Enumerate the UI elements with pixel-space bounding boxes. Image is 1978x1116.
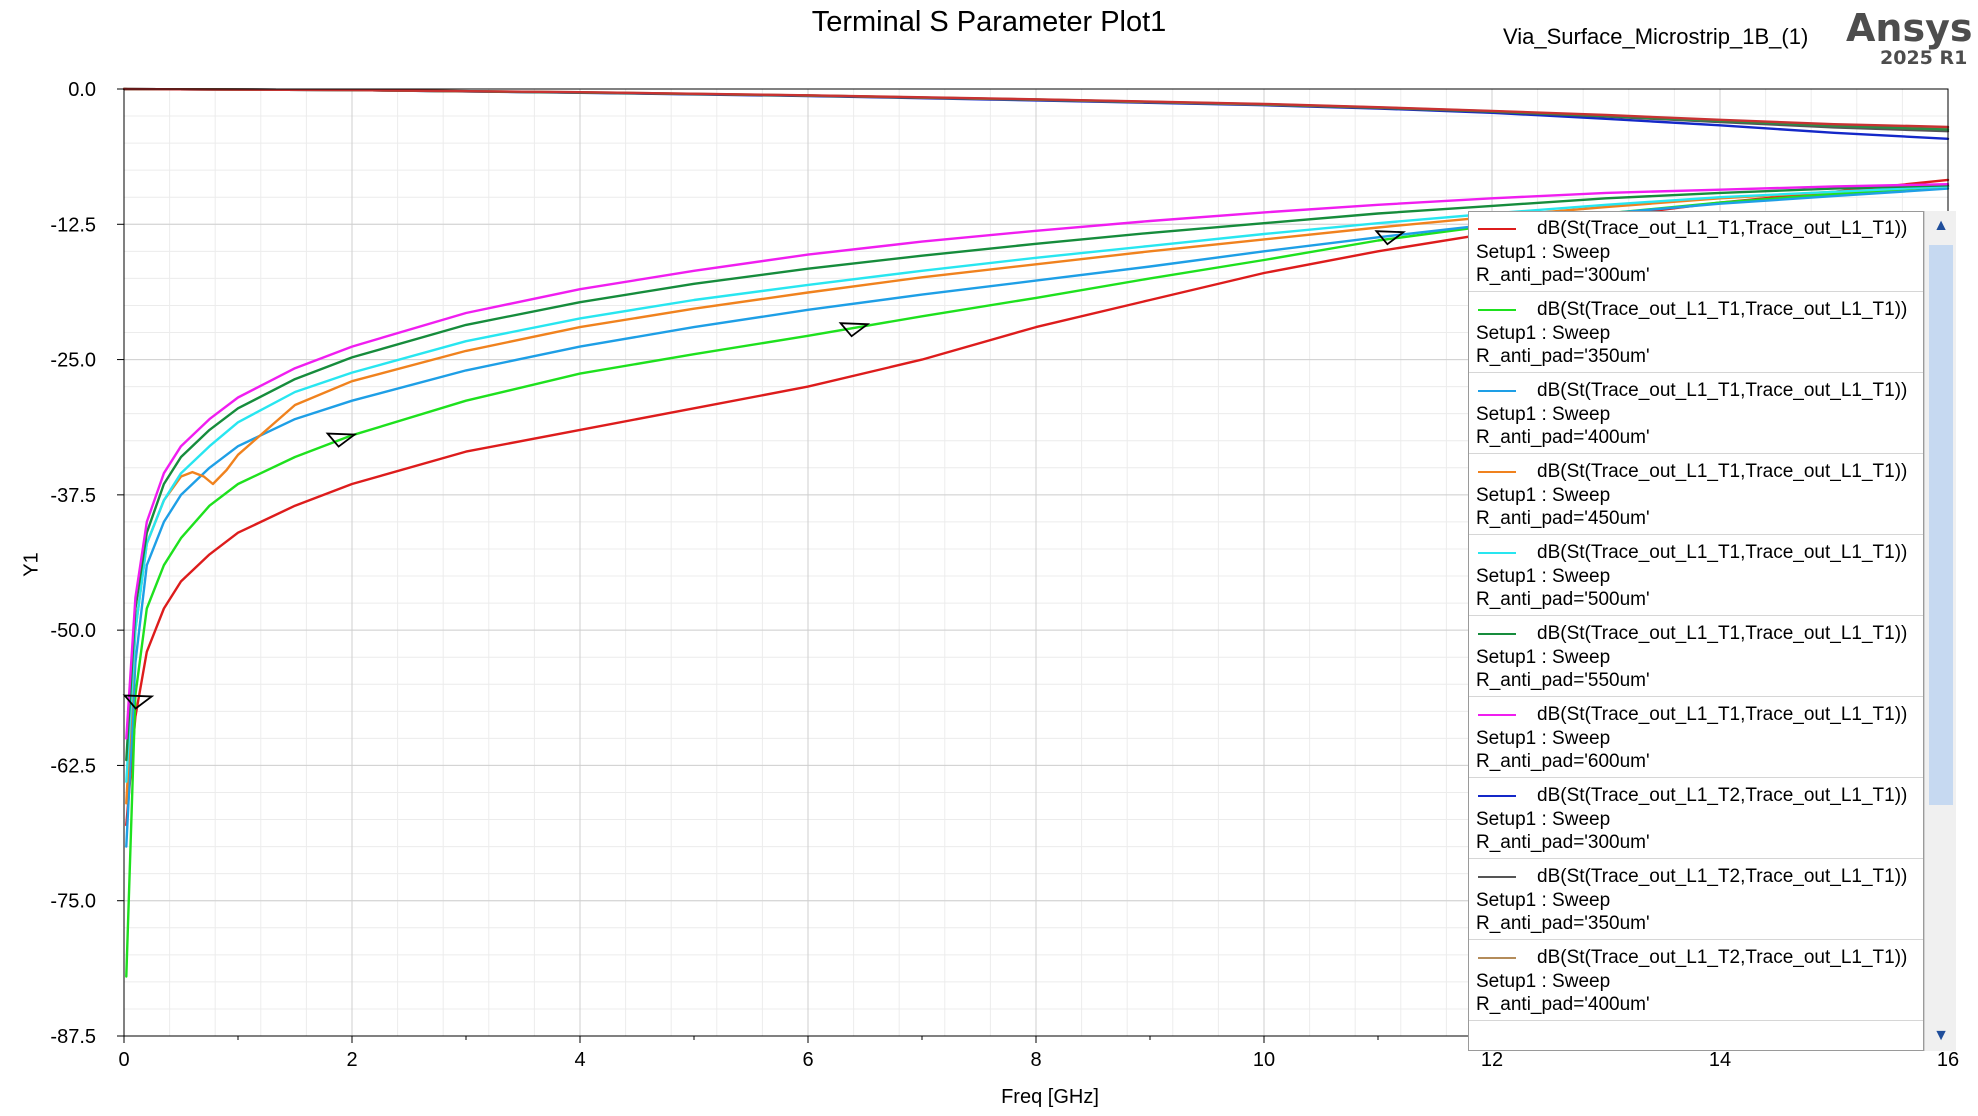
legend-swatch — [1478, 714, 1516, 716]
legend-expression: dB(St(Trace_out_L1_T1,Trace_out_L1_T1)) — [1537, 461, 1908, 482]
legend-expression: dB(St(Trace_out_L1_T2,Trace_out_L1_T1)) — [1537, 866, 1908, 887]
x-tick-label: 10 — [1253, 1049, 1275, 1071]
x-tick-label: 14 — [1709, 1049, 1731, 1071]
legend-entry[interactable]: dB(St(Trace_out_L1_T1,Trace_out_L1_T1)) S… — [1469, 374, 1923, 454]
legend-param: R_anti_pad='300um' — [1476, 265, 1650, 286]
y-tick-label: -87.5 — [50, 1026, 96, 1048]
legend-expression: dB(St(Trace_out_L1_T1,Trace_out_L1_T1)) — [1537, 704, 1908, 725]
x-tick-label: 12 — [1481, 1049, 1503, 1071]
scroll-thumb[interactable] — [1929, 245, 1953, 805]
legend-swatch — [1478, 309, 1516, 311]
legend-setup: Setup1 : Sweep — [1476, 728, 1611, 749]
x-tick-label: 8 — [1030, 1049, 1041, 1071]
x-tick-label: 16 — [1937, 1049, 1959, 1071]
x-tick-label: 2 — [346, 1049, 357, 1071]
series-line — [125, 185, 1950, 783]
legend-swatch — [1478, 228, 1516, 230]
series-line — [122, 87, 1950, 129]
legend-param: R_anti_pad='500um' — [1476, 589, 1650, 610]
legend-setup: Setup1 : Sweep — [1476, 566, 1611, 587]
legend-setup: Setup1 : Sweep — [1476, 971, 1611, 992]
scroll-up-icon[interactable]: ▲ — [1933, 217, 1949, 234]
legend-swatch — [1478, 876, 1516, 878]
x-tick-label: 4 — [574, 1049, 585, 1071]
legend-swatch — [1478, 390, 1516, 392]
x-tick-label: 6 — [802, 1049, 813, 1071]
design-name: Via_Surface_Microstrip_1B_(1) — [1503, 24, 1809, 49]
legend-entry[interactable]: dB(St(Trace_out_L1_T1,Trace_out_L1_T1)) S… — [1469, 617, 1923, 697]
version-label: 2025 R1 — [1880, 47, 1968, 69]
legend-expression: dB(St(Trace_out_L1_T2,Trace_out_L1_T1)) — [1537, 947, 1908, 968]
legend[interactable]: dB(St(Trace_out_L1_T1,Trace_out_L1_T1)) S… — [1468, 211, 1924, 1051]
legend-scrollbar[interactable]: ▲ ▼ — [1924, 211, 1956, 1051]
legend-param: R_anti_pad='300um' — [1476, 832, 1650, 853]
legend-expression: dB(St(Trace_out_L1_T1,Trace_out_L1_T1)) — [1537, 623, 1908, 644]
marker-triangle — [325, 432, 358, 448]
brand-logo: Ansys — [1846, 6, 1973, 50]
marker-layer — [122, 230, 1406, 710]
legend-param: R_anti_pad='400um' — [1476, 427, 1650, 448]
legend-entry[interactable]: dB(St(Trace_out_L1_T2,Trace_out_L1_T1)) S… — [1469, 941, 1923, 1021]
marker-triangle — [122, 694, 155, 710]
legend-param: R_anti_pad='350um' — [1476, 346, 1650, 367]
legend-setup: Setup1 : Sweep — [1476, 809, 1611, 830]
legend-setup: Setup1 : Sweep — [1476, 890, 1611, 911]
y-tick-label: -12.5 — [50, 214, 96, 236]
legend-swatch — [1478, 633, 1516, 635]
legend-entry[interactable]: dB(St(Trace_out_L1_T1,Trace_out_L1_T1)) S… — [1469, 455, 1923, 535]
y-tick-label: -50.0 — [50, 620, 96, 642]
x-tick-labels: 0 2 4 6 8 10 12 14 16 — [118, 1049, 1959, 1071]
x-axis-label: Freq [GHz] — [1001, 1086, 1099, 1108]
legend-entry[interactable]: dB(St(Trace_out_L1_T1,Trace_out_L1_T1)) S… — [1469, 698, 1923, 778]
legend-expression: dB(St(Trace_out_L1_T1,Trace_out_L1_T1)) — [1537, 218, 1908, 239]
y-tick-label: 0.0 — [68, 79, 96, 101]
legend-expression: dB(St(Trace_out_L1_T1,Trace_out_L1_T1)) — [1537, 380, 1908, 401]
chart-title: Terminal S Parameter Plot1 — [811, 6, 1167, 38]
legend-expression: dB(St(Trace_out_L1_T1,Trace_out_L1_T1)) — [1537, 542, 1908, 563]
series-line — [125, 184, 1950, 762]
legend-entry[interactable]: dB(St(Trace_out_L1_T1,Trace_out_L1_T1)) S… — [1469, 212, 1923, 292]
legend-setup: Setup1 : Sweep — [1476, 323, 1611, 344]
legend-entry[interactable]: dB(St(Trace_out_L1_T1,Trace_out_L1_T1)) S… — [1469, 293, 1923, 373]
legend-setup: Setup1 : Sweep — [1476, 404, 1611, 425]
legend-param: R_anti_pad='400um' — [1476, 994, 1650, 1015]
y-tick-label: -62.5 — [50, 755, 96, 777]
marker-triangle — [1374, 230, 1406, 246]
y-tick-label: -75.0 — [50, 891, 96, 913]
legend-entry[interactable]: dB(St(Trace_out_L1_T2,Trace_out_L1_T1)) S… — [1469, 860, 1923, 940]
legend-setup: Setup1 : Sweep — [1476, 647, 1611, 668]
legend-entry[interactable]: dB(St(Trace_out_L1_T1,Trace_out_L1_T1)) S… — [1469, 536, 1923, 616]
legend-swatch — [1478, 957, 1516, 959]
scroll-down-icon[interactable]: ▼ — [1933, 1027, 1949, 1044]
y-axis-label: Y1 — [20, 552, 43, 577]
legend-param: R_anti_pad='600um' — [1476, 751, 1650, 772]
y-tick-labels: 0.0 -12.5 -25.0 -37.5 -50.0 -62.5 -75.0 -87.5 — [50, 79, 96, 1048]
legend-param: R_anti_pad='550um' — [1476, 670, 1650, 691]
legend-swatch — [1478, 471, 1516, 473]
legend-param: R_anti_pad='450um' — [1476, 508, 1650, 529]
legend-expression: dB(St(Trace_out_L1_T2,Trace_out_L1_T1)) — [1537, 785, 1908, 806]
x-tick-label: 0 — [118, 1049, 129, 1071]
legend-entry[interactable]: dB(St(Trace_out_L1_T2,Trace_out_L1_T1)) S… — [1469, 779, 1923, 859]
legend-swatch — [1478, 552, 1516, 554]
marker-triangle — [838, 322, 871, 338]
series-line — [125, 182, 1950, 740]
y-tick-label: -37.5 — [50, 485, 96, 507]
legend-expression: dB(St(Trace_out_L1_T1,Trace_out_L1_T1)) — [1537, 299, 1908, 320]
legend-setup: Setup1 : Sweep — [1476, 485, 1611, 506]
legend-swatch — [1478, 795, 1516, 797]
y-tick-label: -25.0 — [50, 350, 96, 372]
legend-setup: Setup1 : Sweep — [1476, 242, 1611, 263]
legend-param: R_anti_pad='350um' — [1476, 913, 1650, 934]
